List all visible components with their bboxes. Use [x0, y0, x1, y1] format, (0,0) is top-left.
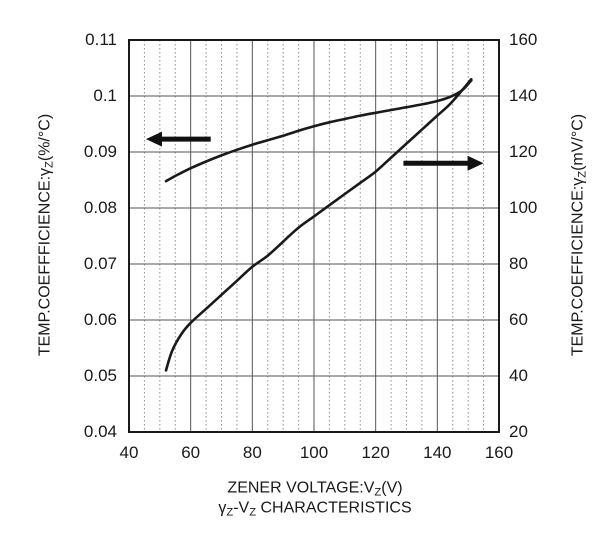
y-left-tick-label: 0.09 [83, 142, 117, 161]
right-axis-pointer-arrow-head [467, 155, 484, 171]
x-tick-label: 60 [181, 443, 201, 462]
y-right-tick-label: 40 [509, 366, 528, 385]
y-left-axis-title: TEMP.COEFFFICIENCE:γZ(%/°C) [36, 113, 56, 357]
y-left-tick-label: 0.06 [83, 310, 117, 329]
chart-subtitle: γZ-VZ CHARACTERISTICS [218, 499, 412, 519]
y-left-tick-label: 0.04 [83, 422, 117, 441]
x-axis-title: ZENER VOLTAGE:VZ(V) [227, 479, 403, 499]
y-right-tick-label: 20 [509, 422, 528, 441]
curve-temp-coefficient-mV-per-degC [164, 77, 473, 372]
y-right-tick-label: 80 [509, 254, 528, 273]
y-right-tick-label: 160 [509, 30, 538, 49]
x-tick-label: 160 [484, 443, 514, 462]
y-left-tick-label: 0.07 [83, 254, 117, 273]
plot-border [128, 39, 500, 433]
y-left-tick-label: 0.05 [83, 366, 117, 385]
x-tick-label: 80 [242, 443, 262, 462]
curve-temp-coefficient-percent-per-degC [164, 79, 473, 183]
y-left-tick-label: 0.1 [93, 86, 117, 105]
y-right-tick-label: 140 [509, 86, 538, 105]
left-axis-pointer-arrow-head [145, 131, 162, 147]
y-left-tick-label: 0.08 [83, 198, 117, 217]
x-tick-label: 140 [423, 443, 452, 462]
y-right-tick-label: 100 [509, 198, 538, 217]
y-right-axis-title: TEMP.COEFFICIENCE:γZ(mV/°C) [569, 113, 589, 357]
x-tick-label: 120 [361, 443, 390, 462]
y-right-tick-label: 120 [509, 142, 538, 161]
x-tick-label: 100 [299, 443, 329, 462]
y-left-tick-label: 0.11 [85, 30, 117, 49]
x-tick-label: 40 [119, 443, 139, 462]
y-right-tick-label: 60 [509, 310, 528, 329]
